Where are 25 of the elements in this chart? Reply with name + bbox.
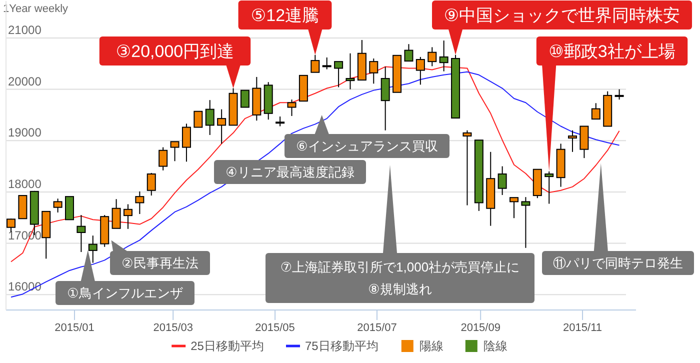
y-tick-label: 20000 bbox=[8, 74, 42, 88]
annotation: ⑤12連騰 bbox=[250, 6, 320, 26]
annotation: ⑥インシュアランス買収 bbox=[296, 138, 438, 154]
annotation: ⑨中国ショックで世界同時株安 bbox=[444, 6, 680, 26]
x-tick-label: 2015/03 bbox=[153, 322, 193, 334]
legend-label: 陰線 bbox=[483, 339, 508, 354]
legend-label: 25日移動平均 bbox=[190, 339, 264, 354]
annotation: ⑪パリで同時テロ発生 bbox=[553, 256, 683, 271]
annotation: ⑩郵政3社が上場 bbox=[548, 42, 676, 62]
y-tick-label: 19000 bbox=[8, 126, 42, 140]
annotation: ③20,000円到達 bbox=[116, 42, 234, 62]
annotation: ④リニア最高速度記録 bbox=[226, 164, 354, 180]
x-tick-label: 2015/09 bbox=[460, 322, 500, 334]
y-tick-label: 18000 bbox=[8, 176, 42, 191]
y-tick-label: 21000 bbox=[8, 22, 42, 37]
x-tick-label: 2015/07 bbox=[357, 322, 397, 334]
legend-label: 75日移動平均 bbox=[305, 339, 378, 354]
x-tick-label: 2015/01 bbox=[54, 322, 94, 334]
x-tick-label: 2015/05 bbox=[255, 322, 295, 334]
annotation: ⑧規制逃れ bbox=[368, 282, 432, 297]
annotation: ①鳥インフルエンザ bbox=[67, 286, 183, 301]
x-tick-label: 2015/11 bbox=[563, 322, 602, 334]
annotation: ②民事再生法 bbox=[122, 256, 198, 271]
legend-label: 陽線 bbox=[419, 339, 444, 354]
annotation: ⑦上海証券取引所で1,000社が売買停止に bbox=[280, 260, 520, 275]
